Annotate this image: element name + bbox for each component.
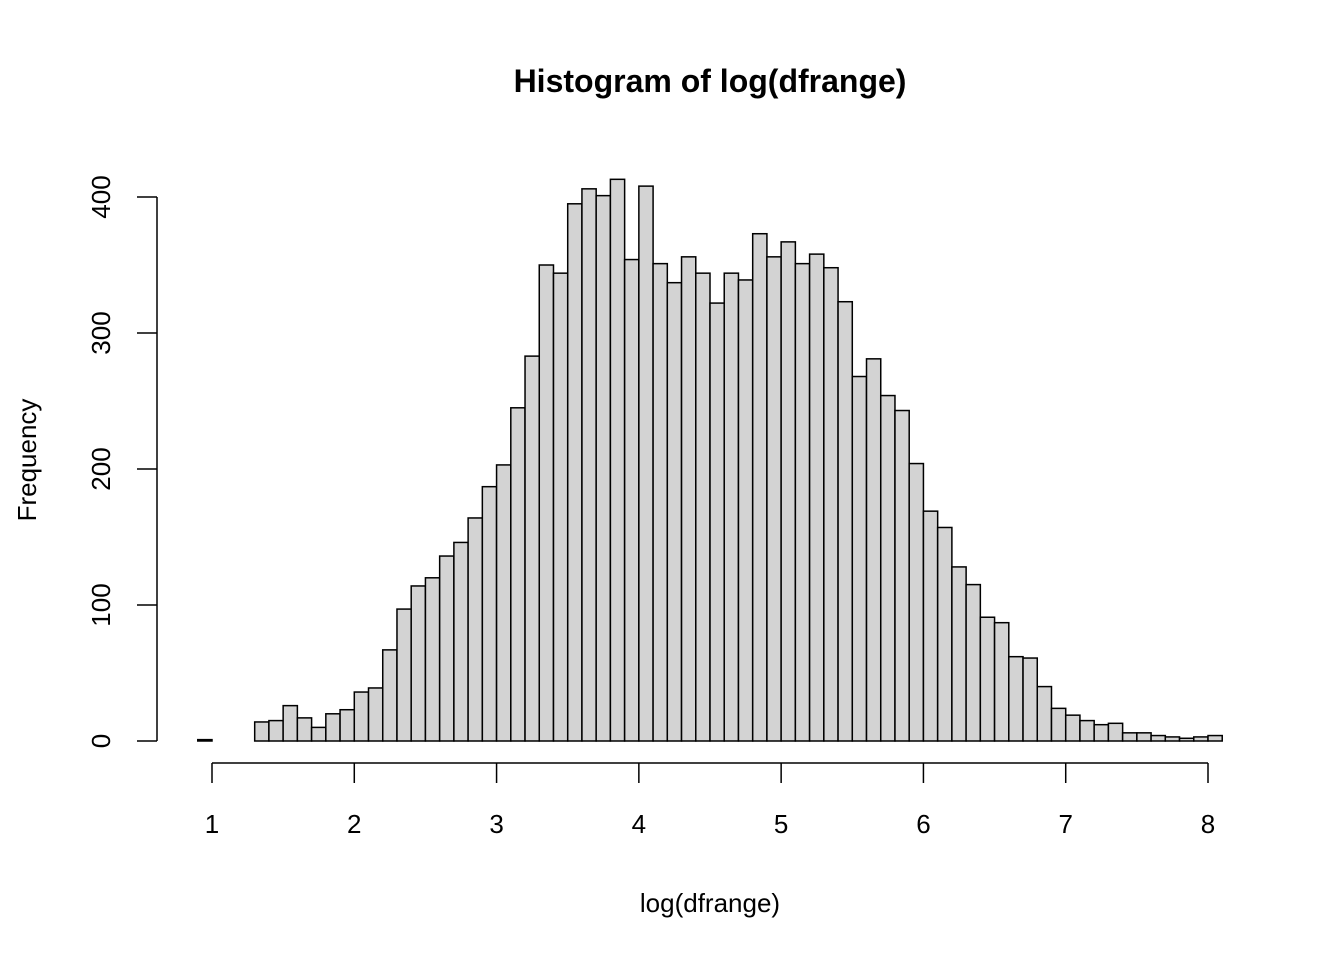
x-tick-label: 4 bbox=[632, 809, 646, 839]
histogram-bar bbox=[339, 708, 356, 742]
histogram-bar bbox=[780, 241, 797, 742]
histogram-bar bbox=[695, 272, 711, 742]
histogram-bar bbox=[353, 691, 370, 742]
histogram-bar bbox=[1207, 734, 1223, 742]
x-tick-label: 5 bbox=[774, 809, 788, 839]
histogram-bar bbox=[453, 541, 469, 742]
histogram-bar bbox=[794, 262, 811, 742]
histogram-bar bbox=[367, 687, 384, 742]
histogram-bar bbox=[197, 738, 213, 742]
histogram-bar bbox=[623, 258, 640, 742]
histogram-bar bbox=[581, 188, 597, 742]
histogram-bar bbox=[495, 464, 512, 742]
histogram-bar bbox=[652, 262, 669, 742]
histogram-bar bbox=[410, 585, 427, 742]
histogram-bar bbox=[709, 302, 725, 742]
histogram-bar bbox=[1036, 685, 1053, 742]
histogram-bar bbox=[325, 713, 341, 742]
histogram-bar bbox=[894, 409, 910, 742]
x-tick-label: 2 bbox=[347, 809, 361, 839]
histogram-bar bbox=[823, 266, 839, 742]
x-tick-label: 1 bbox=[205, 809, 219, 839]
histogram-bar bbox=[1022, 657, 1039, 742]
x-tick-label: 3 bbox=[489, 809, 503, 839]
histogram-bar bbox=[595, 194, 612, 742]
histogram-bar bbox=[282, 704, 299, 742]
histogram-bar bbox=[552, 272, 569, 742]
x-axis-label: log(dfrange) bbox=[640, 888, 780, 918]
histogram-bar bbox=[566, 203, 583, 742]
x-tick-label: 6 bbox=[916, 809, 930, 839]
histogram-bar bbox=[666, 281, 683, 742]
histogram-bar bbox=[993, 621, 1010, 742]
histogram-bar bbox=[524, 355, 541, 742]
x-tick-label: 8 bbox=[1201, 809, 1215, 839]
histogram-bar bbox=[737, 279, 754, 742]
histogram-bar bbox=[396, 608, 412, 742]
histogram-bar bbox=[965, 583, 982, 742]
histogram-bar bbox=[1178, 737, 1195, 742]
y-tick-label: 100 bbox=[86, 583, 116, 626]
histogram-bar bbox=[253, 721, 270, 742]
histogram-bar bbox=[751, 232, 768, 742]
histogram-bar bbox=[837, 300, 854, 742]
histogram-bar bbox=[467, 517, 484, 742]
histogram-bar bbox=[1050, 707, 1067, 742]
y-tick-label: 300 bbox=[86, 311, 116, 354]
y-axis-label: Frequency bbox=[12, 399, 42, 522]
histogram-bar bbox=[310, 726, 327, 742]
histogram-bar bbox=[424, 577, 441, 742]
histogram-bar bbox=[865, 358, 882, 742]
y-tick-label: 0 bbox=[86, 734, 116, 748]
bars-group bbox=[197, 178, 1223, 742]
chart-title: Histogram of log(dfrange) bbox=[514, 63, 907, 99]
histogram-bar bbox=[936, 526, 953, 742]
y-tick-label: 200 bbox=[86, 447, 116, 490]
histogram-bar bbox=[951, 566, 967, 742]
histogram-bar bbox=[1136, 732, 1152, 742]
histogram-bar bbox=[1193, 736, 1209, 742]
histogram-bar bbox=[381, 649, 398, 742]
histogram-bar bbox=[538, 264, 555, 742]
histogram-bar bbox=[1107, 722, 1124, 742]
histogram-bar bbox=[481, 485, 498, 742]
histogram-bar bbox=[879, 394, 896, 742]
histogram-bar bbox=[766, 256, 782, 742]
histogram-bar bbox=[723, 272, 740, 742]
histogram-bar bbox=[979, 616, 996, 742]
histogram-bar bbox=[1121, 732, 1138, 742]
histogram-bar bbox=[922, 510, 939, 742]
histogram-bar bbox=[1064, 714, 1081, 742]
histogram-bar bbox=[268, 719, 284, 742]
histogram-bar bbox=[1079, 719, 1095, 742]
y-axis: 0 100 200 300 400 bbox=[86, 175, 158, 748]
histogram-bar bbox=[609, 178, 626, 742]
histogram-bar bbox=[638, 185, 654, 742]
histogram-bar bbox=[1093, 723, 1110, 742]
x-tick-label: 7 bbox=[1058, 809, 1072, 839]
histogram-bar bbox=[808, 253, 825, 742]
histogram-bar bbox=[510, 407, 526, 742]
histogram-bar bbox=[908, 462, 925, 742]
histogram-bar bbox=[1164, 736, 1181, 742]
histogram-bar bbox=[680, 256, 697, 742]
x-axis: 1 2 3 4 5 6 7 8 bbox=[205, 762, 1215, 839]
histogram-bar bbox=[1150, 734, 1167, 742]
histogram-bar bbox=[438, 555, 455, 742]
histogram-bar bbox=[851, 375, 868, 742]
histogram-bar bbox=[296, 717, 313, 742]
histogram-bar bbox=[1008, 655, 1024, 742]
y-tick-label: 400 bbox=[86, 175, 116, 218]
